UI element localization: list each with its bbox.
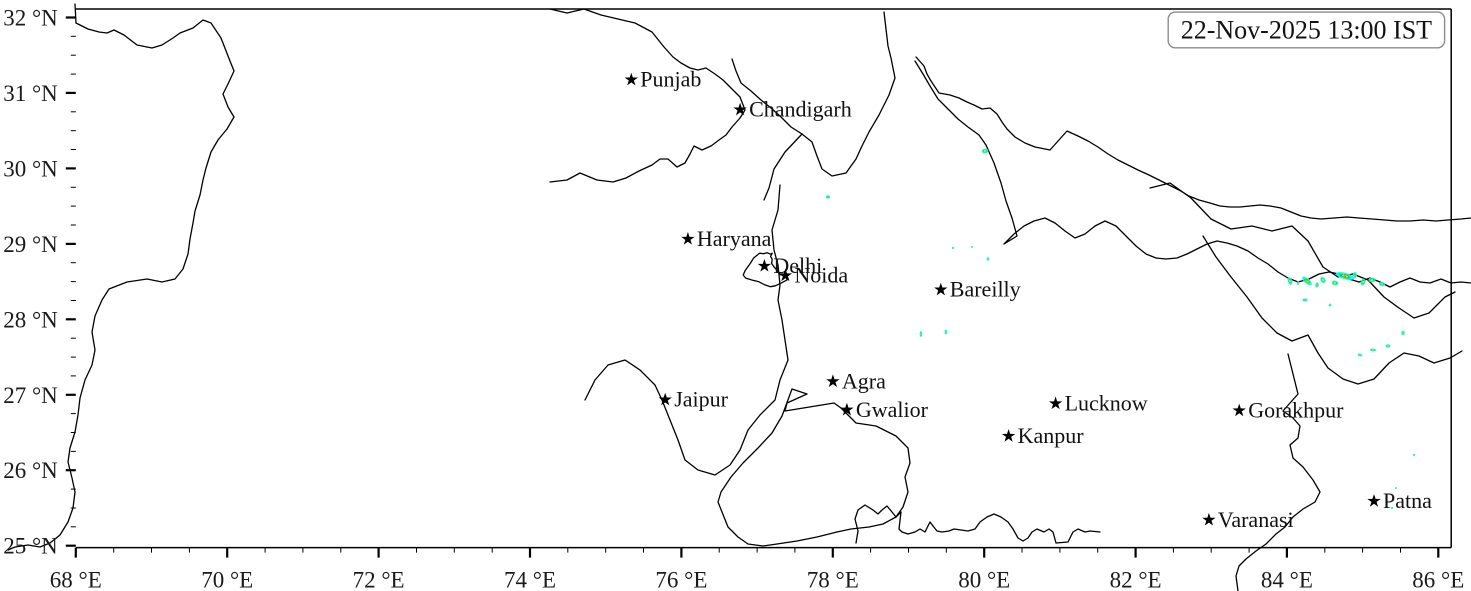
- svg-text:Jaipur: Jaipur: [674, 387, 728, 412]
- svg-text:Gwalior: Gwalior: [856, 397, 929, 422]
- svg-text:74 °E: 74 °E: [504, 568, 556, 591]
- svg-text:Gorakhpur: Gorakhpur: [1248, 398, 1344, 423]
- svg-text:82 °E: 82 °E: [1110, 568, 1162, 591]
- svg-text:72 °E: 72 °E: [353, 568, 405, 591]
- svg-text:Patna: Patna: [1383, 488, 1432, 513]
- svg-text:26 °N: 26 °N: [3, 458, 58, 483]
- svg-text:78 °E: 78 °E: [807, 568, 859, 591]
- svg-text:29 °N: 29 °N: [3, 232, 58, 257]
- svg-text:Lucknow: Lucknow: [1065, 391, 1148, 416]
- svg-text:Bareilly: Bareilly: [950, 277, 1021, 302]
- svg-text:Varanasi: Varanasi: [1218, 507, 1294, 532]
- svg-text:76 °E: 76 °E: [655, 568, 707, 591]
- svg-text:84 °E: 84 °E: [1261, 568, 1313, 591]
- svg-text:30 °N: 30 °N: [3, 156, 58, 181]
- svg-text:86 °E: 86 °E: [1412, 568, 1464, 591]
- svg-text:Haryana: Haryana: [697, 226, 772, 251]
- svg-text:70 °E: 70 °E: [201, 568, 253, 591]
- svg-text:Chandigarh: Chandigarh: [749, 97, 852, 122]
- svg-text:Agra: Agra: [842, 368, 886, 393]
- svg-text:31 °N: 31 °N: [3, 81, 58, 106]
- svg-text:32 °N: 32 °N: [3, 6, 58, 31]
- svg-text:Kanpur: Kanpur: [1018, 423, 1085, 448]
- svg-text:Noida: Noida: [794, 263, 848, 288]
- svg-text:28 °N: 28 °N: [3, 307, 58, 332]
- svg-text:25 °N: 25 °N: [3, 534, 58, 559]
- svg-text:Punjab: Punjab: [640, 67, 701, 92]
- svg-text:80 °E: 80 °E: [958, 568, 1010, 591]
- svg-text:68 °E: 68 °E: [50, 568, 102, 591]
- svg-text:27 °N: 27 °N: [3, 383, 58, 408]
- svg-text:22-Nov-2025 13:00 IST: 22-Nov-2025 13:00 IST: [1181, 16, 1432, 45]
